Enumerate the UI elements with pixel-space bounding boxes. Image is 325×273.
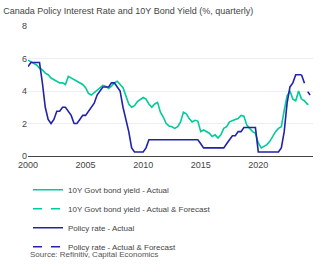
svg-text:2015: 2015 — [191, 160, 211, 170]
svg-text:4: 4 — [22, 86, 27, 96]
svg-text:2020: 2020 — [248, 160, 268, 170]
svg-text:2000: 2000 — [18, 160, 38, 170]
svg-text:2: 2 — [22, 119, 27, 129]
svg-text:Policy rate - Actual & Forecas: Policy rate - Actual & Forecast — [68, 243, 176, 252]
svg-text:2005: 2005 — [76, 160, 96, 170]
svg-text:0: 0 — [22, 151, 27, 161]
svg-text:8: 8 — [22, 21, 27, 31]
svg-text:10Y Govt bond yield - Actual: 10Y Govt bond yield - Actual — [68, 186, 169, 195]
svg-text:Source: Refinitiv, Capital Eco: Source: Refinitiv, Capital Economics — [30, 250, 158, 259]
svg-text:Policy rate - Actual: Policy rate - Actual — [68, 224, 134, 233]
svg-text:6: 6 — [22, 54, 27, 64]
svg-text:2010: 2010 — [133, 160, 153, 170]
svg-text:10Y Govt bond yield - Actual &: 10Y Govt bond yield - Actual & Forecast — [68, 205, 210, 214]
svg-text:Canada Policy Interest Rate an: Canada Policy Interest Rate and 10Y Bond… — [3, 6, 253, 16]
